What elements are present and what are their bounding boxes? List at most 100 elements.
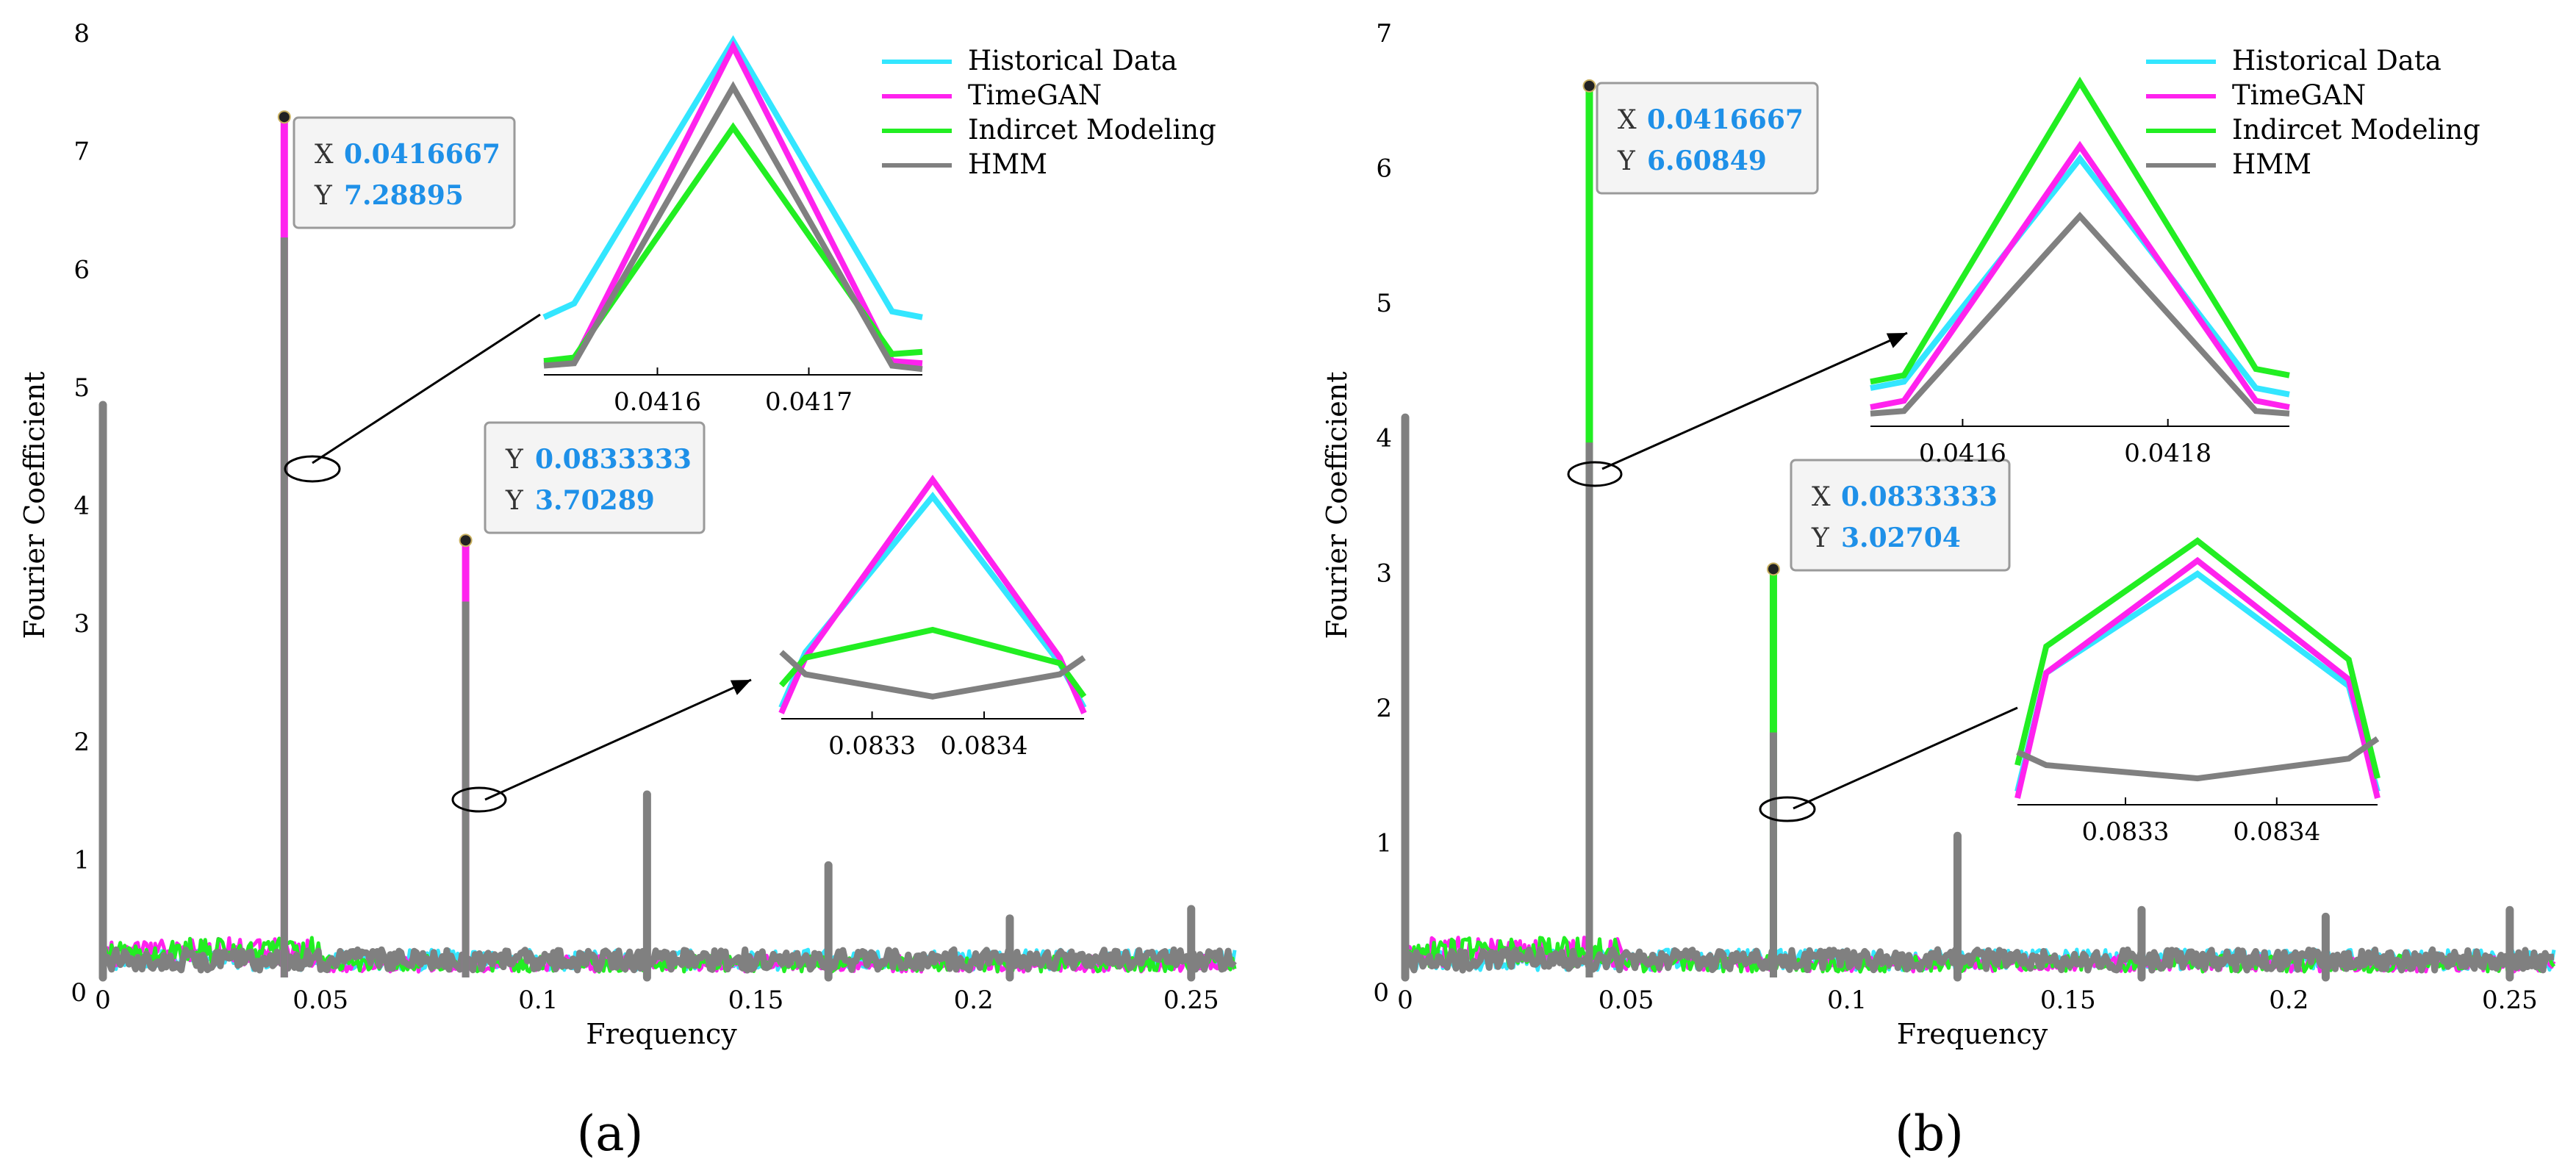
x-tick-label: 0.25 bbox=[2482, 986, 2538, 1015]
inset-tick-label: 0.0418 bbox=[2124, 439, 2211, 468]
inset-series-line bbox=[543, 122, 923, 365]
y-tick-label: 6 bbox=[73, 255, 90, 284]
x-axis-label: Frequency bbox=[586, 1018, 737, 1050]
inset-series-line bbox=[2014, 537, 2381, 780]
inset-tick-label: 0.0834 bbox=[941, 731, 1028, 761]
legend-entry: Indircet Modeling bbox=[2232, 114, 2480, 146]
spectral-peak bbox=[1582, 79, 1596, 977]
x-tick-label: 0.05 bbox=[293, 986, 348, 1015]
datatip-x-value: 0.0416667 bbox=[344, 139, 501, 170]
spectral-peak bbox=[1766, 562, 1780, 977]
zoom-inset: 0.0416 0.0417 bbox=[284, 35, 923, 483]
y-tick-label: 2 bbox=[1376, 694, 1392, 723]
x-tick-label: 0.1 bbox=[1827, 986, 1867, 1015]
datatip-box: X 0.0416667 Y 6.60849 bbox=[1596, 82, 1819, 195]
zoom-inset: 0.0833 0.0834 bbox=[1759, 537, 2381, 847]
datatip-marker bbox=[1766, 562, 1780, 576]
datatip-x-value: 0.0833333 bbox=[535, 444, 692, 475]
inset-tick-label: 0.0417 bbox=[765, 387, 853, 417]
zoom-ellipse bbox=[451, 786, 507, 813]
datatip-marker bbox=[1582, 79, 1596, 93]
x-tick-label: 0 bbox=[1397, 986, 1413, 1015]
y-tick-label: 1 bbox=[73, 845, 90, 875]
arrow-head bbox=[730, 680, 751, 695]
datatip-box: Y 0.0833333 Y 3.70289 bbox=[484, 421, 706, 534]
datatip-background bbox=[293, 116, 516, 229]
origin-label: 0 bbox=[71, 978, 87, 1008]
x-tick-label: 0.15 bbox=[728, 986, 784, 1015]
inset-tick-label: 0.0416 bbox=[1919, 439, 2006, 468]
x-tick-label: 0.2 bbox=[954, 986, 994, 1015]
inset-series-line bbox=[2014, 570, 2381, 793]
datatip-background bbox=[484, 421, 706, 534]
inset-tick-label: 0.0833 bbox=[2082, 817, 2170, 847]
inset-tick-label: 0.0834 bbox=[2233, 817, 2320, 847]
inset-series-line bbox=[779, 650, 1086, 700]
arrow-head bbox=[1886, 333, 1907, 348]
inset-tick-label: 0.0833 bbox=[828, 731, 916, 761]
spectral-peak bbox=[459, 534, 473, 977]
inset-series-line bbox=[1870, 154, 2290, 398]
spectrum-series-3 bbox=[101, 946, 1237, 974]
inset-series-line bbox=[543, 81, 923, 373]
x-tick-label: 0.25 bbox=[1163, 986, 1219, 1015]
datatip-marker bbox=[459, 534, 473, 548]
y-tick-label: 7 bbox=[1376, 19, 1392, 49]
legend-entry: HMM bbox=[2232, 148, 2311, 180]
chart-panel-b: 0 0.05 0.1 0.15 0.2 0.25 1 2 3 4 5 6 7 0 Frequency Four… bbox=[1321, 19, 2556, 1159]
inset-series-line bbox=[2014, 556, 2381, 799]
datatip-background bbox=[1790, 459, 2011, 572]
datatip-x-value: 0.0416667 bbox=[1647, 104, 1804, 135]
y-tick-label: 8 bbox=[73, 19, 90, 49]
zoom-ellipse bbox=[1759, 796, 1816, 822]
legend-entry: TimeGAN bbox=[968, 79, 1102, 111]
datatip-x-value: 0.0833333 bbox=[1841, 481, 1998, 512]
y-tick-label: 6 bbox=[1376, 154, 1392, 184]
inset-series-line bbox=[1870, 212, 2290, 417]
y-tick-label: 7 bbox=[73, 137, 90, 167]
spectrum-noise bbox=[1403, 936, 2556, 974]
datatip-x-key: Y bbox=[505, 445, 524, 475]
legend-entry: Historical Data bbox=[968, 45, 1177, 76]
inset-tick-label: 0.0416 bbox=[614, 387, 701, 417]
x-tick-label: 0.05 bbox=[1599, 986, 1654, 1015]
chart-panel-a: 0 0.05 0.1 0.15 0.2 0.25 1 2 3 4 5 6 7 8 0 Frequency Fou… bbox=[18, 19, 1237, 1159]
panel-label: (a) bbox=[577, 1105, 644, 1159]
inset-series-line bbox=[2016, 736, 2380, 782]
datatip-box: X 0.0416667 Y 7.28895 bbox=[293, 116, 516, 229]
legend-entry: TimeGAN bbox=[2232, 79, 2366, 111]
spectral-peak bbox=[277, 110, 291, 977]
y-axis-label: Fourier Coefficient bbox=[18, 372, 51, 639]
x-tick-label: 0.15 bbox=[2040, 986, 2096, 1015]
legend-entry: HMM bbox=[968, 148, 1047, 180]
datatip-marker bbox=[277, 110, 291, 124]
datatip-y-key: Y bbox=[314, 181, 333, 211]
datatip-x-key: X bbox=[315, 140, 334, 170]
legend-entry: Indircet Modeling bbox=[968, 114, 1216, 146]
datatip-y-value: 3.70289 bbox=[535, 485, 655, 516]
origin-label: 0 bbox=[1373, 978, 1389, 1008]
datatip-x-key: X bbox=[1812, 482, 1831, 512]
y-tick-label: 3 bbox=[1376, 559, 1392, 588]
zoom-inset: 0.0416 0.0418 bbox=[1567, 76, 2290, 487]
inset-series-line bbox=[1870, 140, 2290, 410]
inset-series-line bbox=[1870, 76, 2290, 385]
datatip-y-key: Y bbox=[1617, 146, 1636, 176]
datatip-y-key: Y bbox=[1811, 523, 1830, 553]
datatip-box: X 0.0833333 Y 3.02704 bbox=[1790, 459, 2011, 572]
datatip-background bbox=[1596, 82, 1819, 195]
x-tick-label: 0 bbox=[95, 986, 111, 1015]
y-tick-label: 2 bbox=[73, 728, 90, 757]
datatip-y-value: 7.28895 bbox=[344, 180, 464, 211]
datatip-x-key: X bbox=[1618, 105, 1637, 135]
x-tick-label: 0.1 bbox=[518, 986, 558, 1015]
y-tick-label: 4 bbox=[1376, 424, 1392, 453]
zoom-connector bbox=[484, 678, 752, 801]
x-tick-label: 0.2 bbox=[2269, 986, 2308, 1015]
panel-label: (b) bbox=[1895, 1105, 1964, 1159]
y-tick-label: 1 bbox=[1376, 828, 1392, 858]
y-tick-label: 4 bbox=[73, 492, 90, 521]
y-tick-label: 5 bbox=[73, 373, 90, 403]
